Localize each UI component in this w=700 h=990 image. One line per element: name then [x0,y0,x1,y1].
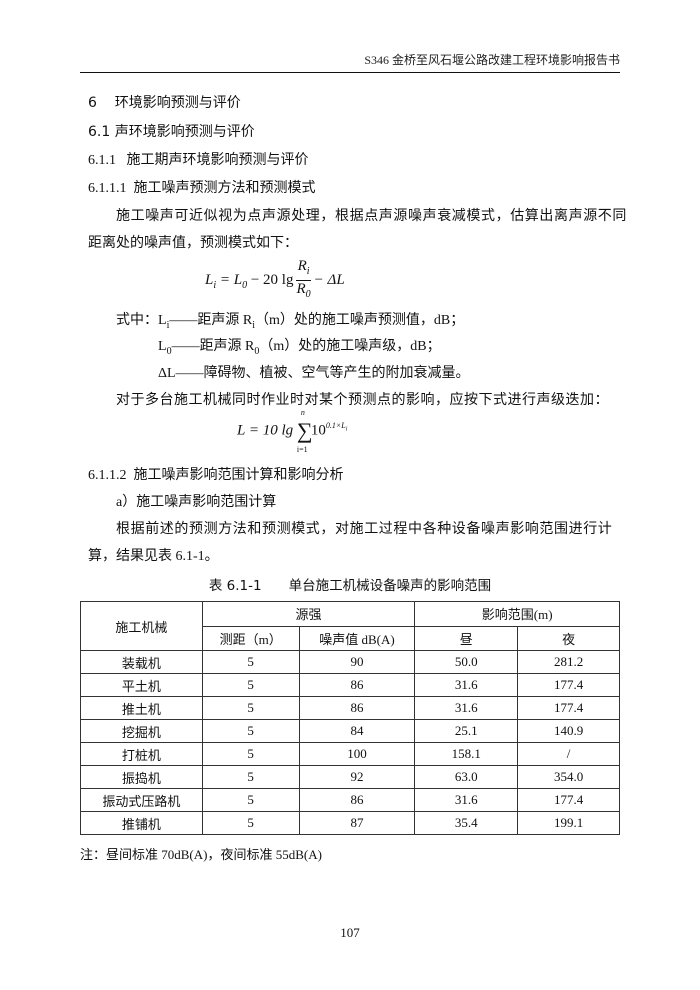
table-cell: 86 [298,673,416,697]
table-cell: 281.2 [517,650,620,674]
table-cell: 打桩机 [80,742,203,766]
paragraph-line: 对于多台施工机械同时作业时对某个预测点的影响，应按下式进行声级迭加： [116,393,609,408]
table-cell: 挖掘机 [80,719,203,743]
table-cell: 5 [201,742,300,766]
table-cell: 50.0 [414,650,519,674]
table-cell: 199.1 [517,811,620,835]
table-cell: 推土机 [80,696,203,720]
table-cell: 31.6 [414,673,519,697]
header-machine: 施工机械 [80,601,203,651]
table-row: 装载机 5 90 50.0 281.2 [80,650,620,674]
table-subheader-row: 测距（m） 噪声值 dB(A) 昼 夜 [81,625,620,651]
heading-5: 6.1.1.2 施工噪声影响范围计算和影响分析 [88,468,344,483]
table-cell: 5 [201,696,300,720]
table-cell: 平土机 [80,673,203,697]
paragraph-line: 根据前述的预测方法和预测模式，对施工过程中各种设备噪声影响范围进行计 [116,522,613,537]
table-cell: 5 [201,650,300,674]
table-row: 推土机 5 86 31.6 177.4 [80,696,620,720]
table-cell: 354.0 [517,765,620,789]
definition-delta-l: ΔL——障碍物、植被、空气等产生的附加衰减量。 [158,366,470,381]
table-row: 平土机 5 86 31.6 177.4 [80,673,620,697]
table-cell: 31.6 [414,788,519,812]
table-cell: 100 [298,742,416,766]
table-cell: 推铺机 [80,811,203,835]
table-cell: 35.4 [414,811,519,835]
subheading-a: a）施工噪声影响范围计算 [116,495,277,510]
table-cell: 装载机 [80,650,203,674]
table-cell: 5 [201,765,300,789]
table-cell: 振捣机 [80,765,203,789]
page-number: 107 [340,925,360,940]
definition-l0: L0——距声源 R0（m）处的施工噪声级，dB； [158,339,441,357]
table-cell: 158.1 [414,742,519,766]
table-cell: 5 [201,811,300,835]
paragraph-line: 算，结果见表 6.1-1。 [88,549,219,564]
header-rule [80,72,620,73]
table-cell: 25.1 [414,719,519,743]
table-cell: 90 [298,650,416,674]
table-header-row: 施工机械 源强 影响范围(m) [80,601,620,651]
running-header: S346 金桥至风石堰公路改建工程环境影响报告书 [364,53,620,67]
header-range: 影响范围(m) [414,601,620,627]
table-cell: 86 [298,788,416,812]
table-cell: 振动式压路机 [80,788,203,812]
table-cell: 177.4 [517,696,620,720]
header-night: 夜 [517,625,620,651]
table-row: 打桩机 5 100 158.1/ [80,742,620,766]
formula-superposition: L = 10 lg n ∑ i=1 100.1×Li [237,408,348,454]
table-cell: 177.4 [517,673,620,697]
table-cell: 86 [298,696,416,720]
table-cell: 63.0 [414,765,519,789]
paragraph-line: 距离处的噪声值，预测模式如下： [88,236,298,251]
table-cell: 87 [298,811,416,835]
heading-3: 6.1.1 施工期声环境影响预测与评价 [88,153,309,168]
table-cell: / [517,742,620,766]
header-source: 源强 [201,601,416,627]
heading-4: 6.1.1.1 施工噪声预测方法和预测模式 [88,181,316,196]
table-cell: 140.9 [517,719,620,743]
table-cell: 5 [201,719,300,743]
table-cell: 31.6 [414,696,519,720]
table-row: 推铺机 5 87 35.4 199.1 [80,811,620,835]
table-cell: 177.4 [517,788,620,812]
table-cell: 5 [201,788,300,812]
heading-1: 6 环境影响预测与评价 [88,95,241,111]
formula-attenuation: Li = L0 − 20 lg Ri R0− ΔL [205,258,345,300]
table-row: 振捣机 5 92 63.0 354.0 [80,765,620,789]
table-note: 注：昼间标准 70dB(A)，夜间标准 55dB(A) [80,847,322,862]
definition-li: 式中：Li——距声源 Ri（m）处的施工噪声预测值，dB； [116,313,465,331]
paragraph-line: 施工噪声可近似视为点声源处理，根据点声源噪声衰减模式，估算出离声源不同 [116,209,627,224]
header-day: 昼 [414,625,519,651]
noise-range-table: 施工机械 源强 影响范围(m) 测距（m） 噪声值 dB(A) 昼 夜 装载机 5… [80,601,620,835]
header-noise: 噪声值 dB(A) [298,625,416,651]
heading-2: 6.1 声环境影响预测与评价 [88,124,255,140]
header-distance: 测距（m） [201,625,300,651]
table-cell: 92 [298,765,416,789]
table-row: 挖掘机 5 84 25.1 140.9 [80,719,620,743]
table-cell: 84 [298,719,416,743]
table-cell: 5 [201,673,300,697]
table-caption: 表 6.1-1 单台施工机械设备噪声的影响范围 [208,578,492,594]
table-row: 振动式压路机 5 86 31.6 177.4 [80,788,620,812]
